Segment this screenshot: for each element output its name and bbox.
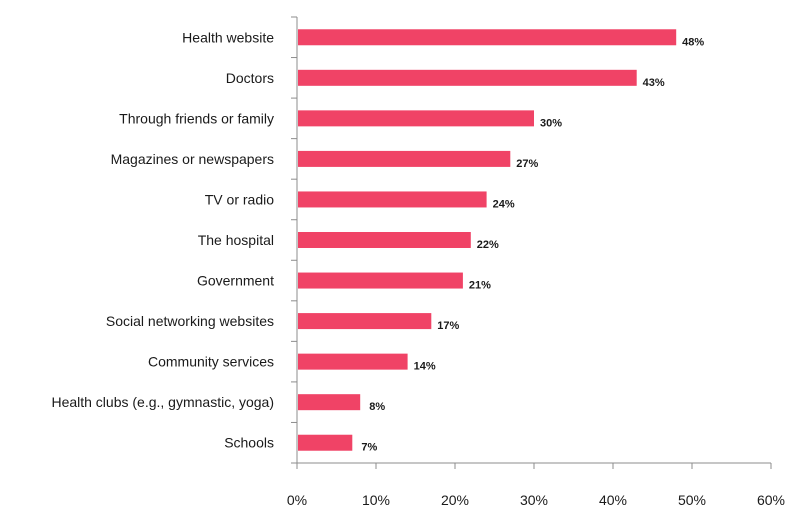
data-label: 43% <box>643 77 665 89</box>
category-label: Schools <box>224 435 274 451</box>
data-label: 48% <box>682 36 704 48</box>
bar <box>298 434 353 451</box>
data-label: 30% <box>540 117 562 129</box>
data-label: 21% <box>469 280 491 292</box>
bar <box>298 394 361 411</box>
x-tick-label: 50% <box>678 492 706 508</box>
x-tick-label: 30% <box>520 492 548 508</box>
bar <box>298 69 637 86</box>
bar <box>298 232 471 248</box>
data-label: 24% <box>493 198 515 210</box>
category-label: Health clubs (e.g., gymnastic, yoga) <box>51 394 274 410</box>
bar <box>298 110 534 127</box>
bar <box>298 191 487 208</box>
data-label: 8% <box>369 401 385 413</box>
category-label: Health website <box>182 29 274 45</box>
x-tick-label: 60% <box>757 492 785 508</box>
x-tick-label: 40% <box>599 492 627 508</box>
category-label: Doctors <box>226 70 274 86</box>
x-tick-label: 20% <box>441 492 469 508</box>
bar <box>298 353 408 370</box>
data-label: 22% <box>477 239 499 251</box>
chart-bars <box>298 29 677 451</box>
chart-labels: 0% 10% 20% 30% 40% 50% 60% Health website 48% Doc… <box>51 29 785 508</box>
chart-axes <box>291 16 772 469</box>
bar <box>298 29 677 46</box>
data-label: 14% <box>414 361 436 373</box>
bar <box>298 150 511 167</box>
category-label: Social networking websites <box>106 313 274 329</box>
category-label: Through friends or family <box>119 110 274 126</box>
data-label: 17% <box>437 320 459 332</box>
data-label: 7% <box>361 442 377 454</box>
x-tick-label: 0% <box>287 492 307 508</box>
bar <box>298 313 432 330</box>
category-label: Magazines or newspapers <box>111 151 274 167</box>
category-label: Government <box>197 273 274 289</box>
data-label: 27% <box>516 158 538 170</box>
x-tick-label: 10% <box>362 492 390 508</box>
category-label: TV or radio <box>205 191 274 207</box>
category-label: The hospital <box>198 232 274 248</box>
category-label: Community services <box>148 354 274 370</box>
bar <box>298 272 463 289</box>
